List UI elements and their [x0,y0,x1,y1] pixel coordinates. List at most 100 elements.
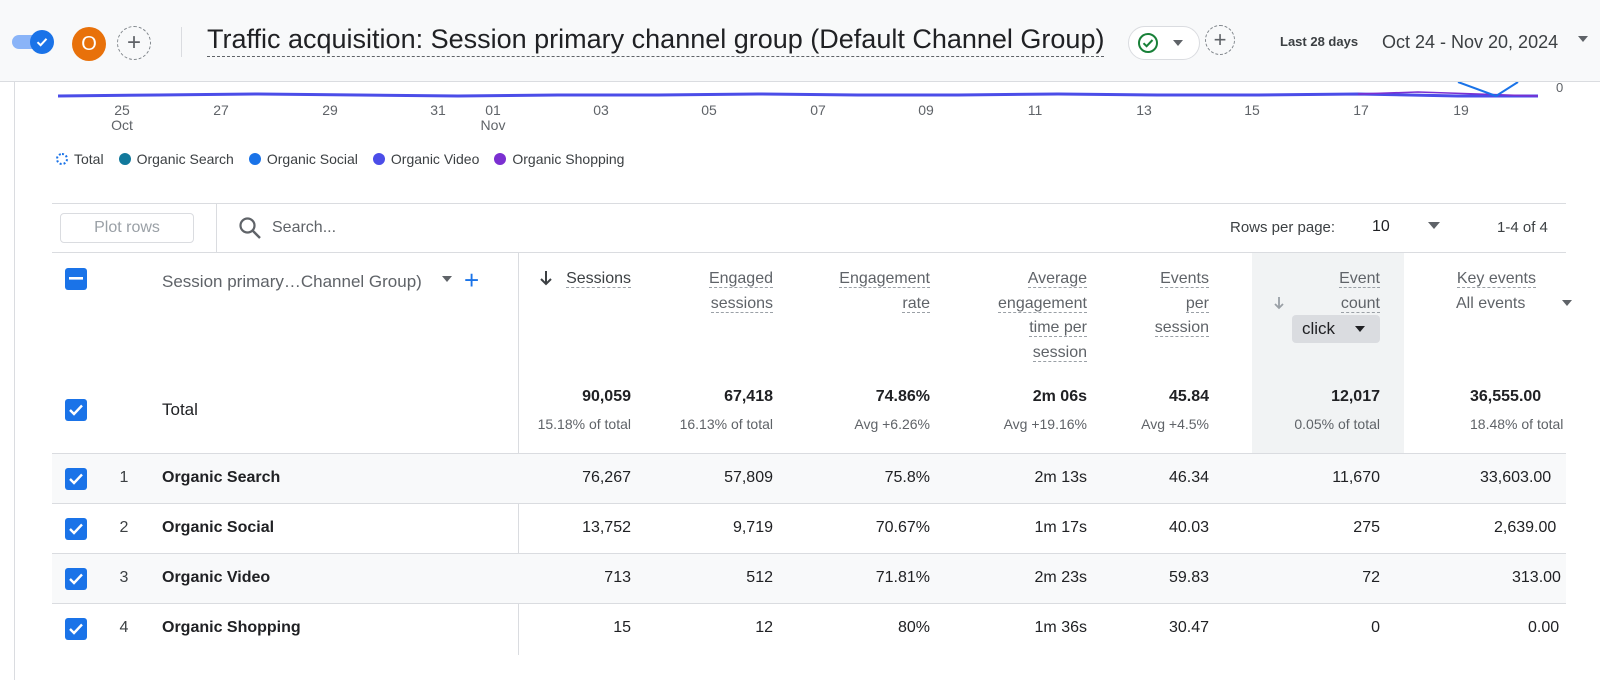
table-row[interactable]: 1 Organic Search 76,267 57,809 75.8% 2m … [52,453,1566,503]
event-filter-label: click [1302,319,1336,338]
comparison-toggle[interactable] [12,30,56,54]
caret-down-icon[interactable] [1428,222,1440,229]
search-input[interactable] [272,213,772,243]
add-report-button[interactable]: + [1205,25,1235,55]
cell-key-events: 313.00 [1512,569,1561,586]
column-header-key-events[interactable]: Key events [1456,270,1536,288]
column-header-event-count[interactable]: Event count [1339,270,1380,313]
legend-label: Organic Shopping [512,151,625,167]
rows-per-page-select[interactable]: 10 [1372,218,1390,235]
total-engagement-rate: 74.86% [875,388,930,405]
row-channel-name: Organic Shopping [162,619,301,636]
total-sessions: 90,059 [582,388,631,405]
total-row-checkbox[interactable] [65,399,87,421]
legend-item-organic-social[interactable]: Organic Social [248,151,358,167]
total-events-per-session-avg: Avg +4.5% [1141,416,1209,432]
cell-sessions: 713 [604,569,631,586]
table-row[interactable]: 4 Organic Shopping 15 12 80% 1m 36s 30.4… [52,603,1566,653]
add-dimension-button[interactable]: + [464,265,480,295]
row-checkbox[interactable] [65,518,87,540]
row-checkbox[interactable] [65,568,87,590]
x-tick-label: 29 [322,102,338,118]
total-row-label: Total [162,400,198,419]
page-title[interactable]: Traffic acquisition: Session primary cha… [207,24,1105,57]
total-avg-engagement-time: 2m 06s [1032,388,1087,405]
event-count-column-highlight [1252,253,1404,453]
total-sessions-share: 15.18% of total [537,416,631,432]
total-engagement-rate-avg: Avg +6.26% [854,416,930,432]
legend-dot-icon [248,153,261,165]
column-header-engagement-rate[interactable]: Engagement rate [839,270,930,313]
x-tick-label: 17 [1353,102,1369,118]
column-header-sessions[interactable]: Sessions [566,270,631,288]
row-checkbox[interactable] [65,468,87,490]
x-tick-label: 13 [1136,102,1152,118]
plot-rows-button[interactable]: Plot rows [60,213,194,243]
total-events-per-session: 45.84 [1168,388,1209,405]
cell-events-per-session: 30.47 [1168,619,1209,636]
caret-down-icon[interactable] [1578,36,1588,42]
legend-item-organic-search[interactable]: Organic Search [118,151,234,167]
legend-dot-icon [118,153,131,165]
x-tick-label: 05 [701,102,717,118]
cell-engagement-rate: 80% [897,619,930,636]
x-tick-label: 03 [593,102,609,118]
table-toolbar: Plot rows Rows per page: 10 1-4 of 4 [52,203,1566,253]
key-events-filter[interactable]: All events [1456,295,1526,312]
table-row[interactable]: 2 Organic Social 13,752 9,719 70.67% 1m … [52,503,1566,553]
cell-event-count: 0 [1371,619,1380,636]
check-icon [69,404,83,416]
legend-item-organic-video[interactable]: Organic Video [372,151,479,167]
search-icon [239,217,261,239]
rows-per-page-label: Rows per page: [1230,219,1336,236]
x-tick-label: 09 [918,102,934,118]
check-circle-icon [1138,33,1158,53]
legend-label: Organic Social [266,151,358,167]
x-tick-label: 19 [1453,102,1469,118]
cell-event-count: 11,670 [1332,469,1380,486]
x-tick-label: 07 [810,102,826,118]
column-header-engaged-sessions[interactable]: Engaged sessions [708,270,773,313]
caret-down-icon[interactable] [442,276,452,282]
row-checkbox[interactable] [65,618,87,640]
minus-icon [69,277,83,280]
add-comparison-button[interactable]: + [117,26,151,60]
cell-avg-engagement-time: 2m 23s [1034,569,1087,586]
select-all-checkbox[interactable] [65,268,87,290]
total-engaged-sessions-share: 16.13% of total [679,416,773,432]
row-channel-name: Organic Video [162,569,271,586]
line-chart [58,82,1539,98]
cell-key-events: 33,603.00 [1480,469,1552,486]
column-header-events-per-session[interactable]: Events per session [1154,270,1209,337]
legend-item-total[interactable]: Total [56,151,104,167]
cell-avg-engagement-time: 2m 13s [1034,469,1087,486]
dimension-selector[interactable]: Session primary…Channel Group) [162,272,422,291]
date-range-picker[interactable]: Oct 24 - Nov 20, 2024 [1382,32,1559,52]
column-header-avg-engagement-time[interactable]: Average engagement time per session [998,270,1087,362]
date-range-label: Last 28 days [1280,34,1359,49]
event-name-filter[interactable]: click [1292,315,1380,343]
cell-engaged-sessions: 12 [755,619,773,636]
cell-events-per-session: 46.34 [1168,469,1209,486]
arrow-down-icon[interactable] [1273,296,1285,310]
segment-avatar[interactable]: O [72,27,106,61]
left-gutter-divider [14,82,15,680]
total-event-count-share: 0.05% of total [1294,416,1380,432]
check-icon [69,473,83,485]
cell-avg-engagement-time: 1m 17s [1034,519,1087,536]
check-icon [36,38,48,47]
x-tick-label: 15 [1244,102,1260,118]
row-channel-name: Organic Search [162,469,281,486]
table-row[interactable]: 3 Organic Video 713 512 71.81% 2m 23s 59… [52,553,1566,603]
arrow-down-icon[interactable] [539,270,553,286]
row-index: 4 [119,619,129,636]
cell-engaged-sessions: 9,719 [732,519,773,536]
legend-item-organic-shopping[interactable]: Organic Shopping [494,151,624,167]
report-status-button[interactable] [1128,26,1200,60]
cell-sessions: 13,752 [582,519,631,536]
caret-down-icon[interactable] [1562,300,1572,306]
cell-sessions: 76,267 [582,469,631,486]
total-engaged-sessions: 67,418 [724,388,773,405]
series-line-organic-shopping [1357,91,1539,97]
cell-avg-engagement-time: 1m 36s [1034,619,1087,636]
